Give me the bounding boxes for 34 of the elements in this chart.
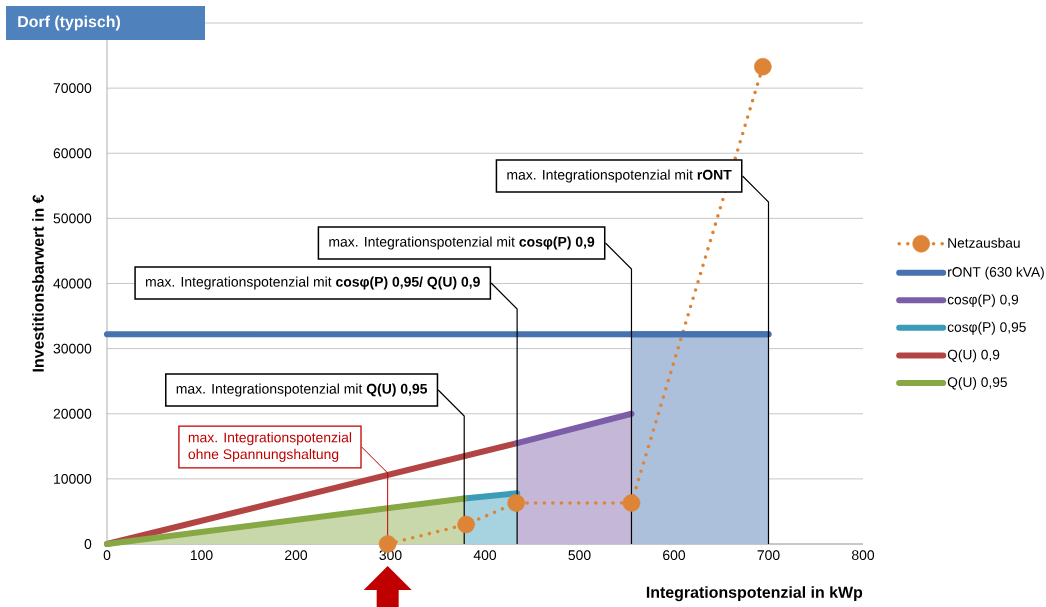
annotation: max. Integrationspotenzial mit rONT — [507, 169, 732, 183]
y-tick-label: 50000 — [53, 213, 92, 224]
annotation: max. Integrationspotenzial mit cosφ(P) 0,95/ Q(U) 0,9 — [146, 276, 480, 290]
point — [754, 57, 772, 76]
x-tick-label: 700 — [757, 550, 780, 561]
point — [457, 515, 475, 534]
y-tick-label: 60000 — [53, 148, 92, 159]
x-tick-label: 100 — [190, 550, 213, 561]
legend-label: Q(U) 0,95 — [947, 376, 1007, 390]
y-tick-label: 20000 — [53, 408, 92, 419]
x-tick-label: 500 — [568, 550, 591, 561]
x-tick-label: 800 — [851, 550, 875, 561]
point — [507, 494, 525, 512]
annotation: max. Integrationspotenzial mit Q(U) 0,95 — [176, 383, 428, 397]
annotation: max. Integrationspotenzial ohne Spannungshaltung — [188, 432, 352, 462]
x-tick-label: 400 — [473, 550, 497, 561]
chart-title: Dorf (typisch) — [18, 15, 120, 31]
legend-label: Q(U) 0,9 — [947, 349, 1000, 363]
y-axis-title: Investitionsbarwert in € — [32, 194, 44, 372]
x-axis-title: Integrationspotenzial in kWp — [646, 586, 863, 602]
y-tick-label: 10000 — [54, 473, 92, 484]
annotation: max. Integrationspotenzial mit cosφ(P) 0,9 — [329, 236, 595, 250]
y-tick-label: 40000 — [53, 278, 92, 289]
legend-label: rONT (630 kVA) — [948, 266, 1044, 280]
legend-label: cosφ(P) 0,95 — [947, 321, 1026, 335]
legend-label: cosφ(P) 0,9 — [947, 294, 1019, 308]
x-tick-label: 200 — [285, 550, 308, 561]
point — [622, 494, 641, 512]
y-tick-label: 70000 — [53, 83, 92, 94]
y-tick-label: 30000 — [53, 343, 92, 354]
x-tick-label: 600 — [663, 550, 686, 561]
legend-label: Netzausbau — [948, 237, 1020, 248]
x-tick-label: 0 — [103, 550, 111, 561]
y-tick-label: 0 — [84, 539, 92, 549]
